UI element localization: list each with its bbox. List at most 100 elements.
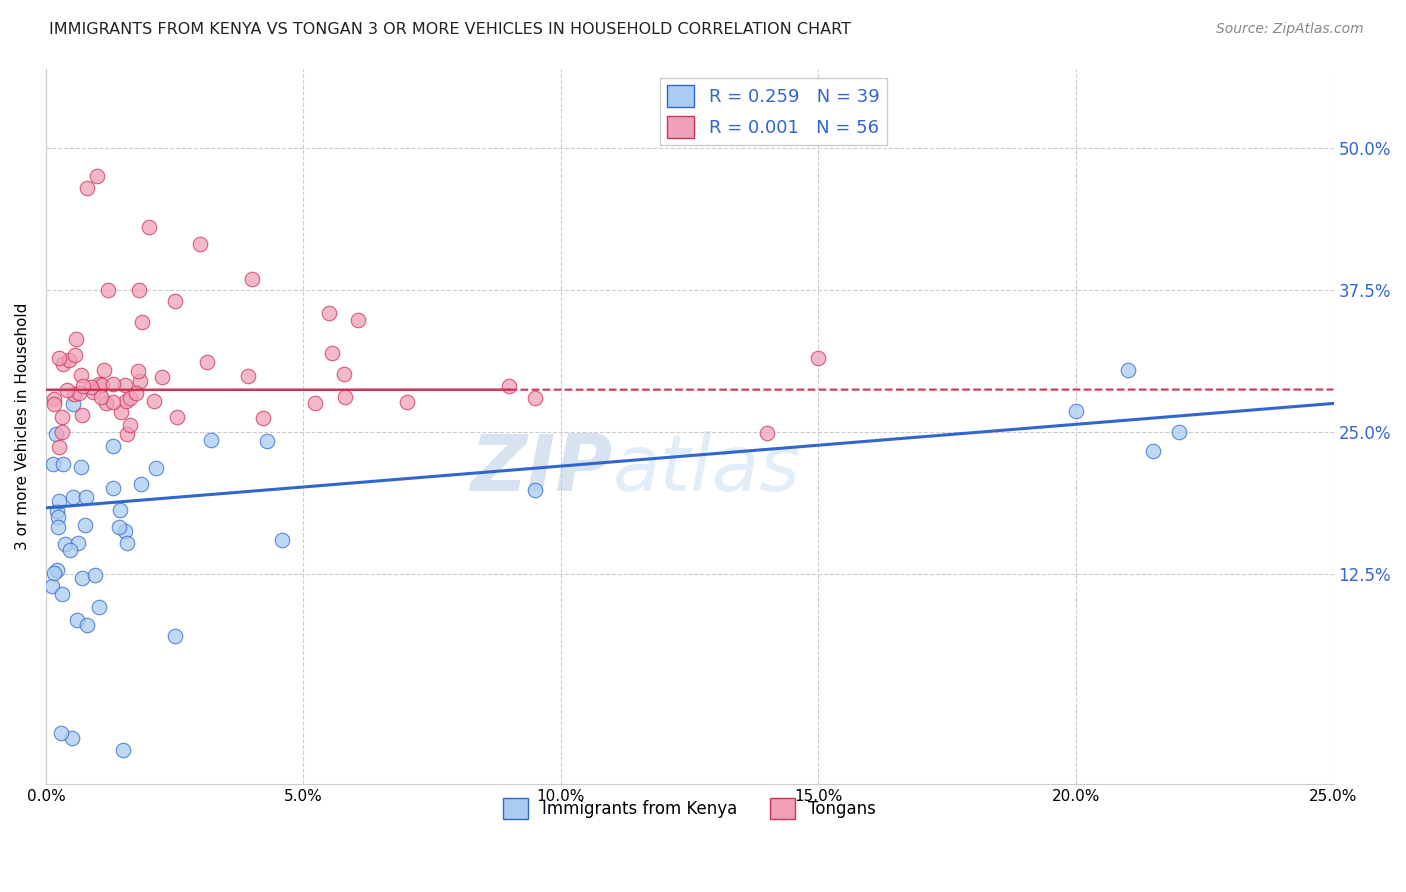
Point — [200, 433, 222, 447]
Point — [76, 180, 98, 194]
Point — [44, 566, 66, 581]
Point — [56, 384, 79, 398]
Point — [333, 368, 356, 382]
Point — [58, 352, 80, 367]
Point — [1064, 403, 1087, 417]
Point — [93, 362, 115, 376]
Point — [86, 169, 108, 184]
Point — [59, 543, 82, 558]
Point — [90, 390, 112, 404]
Legend: Immigrants from Kenya, Tongans: Immigrants from Kenya, Tongans — [496, 792, 883, 825]
Point — [48, 351, 70, 365]
Point — [115, 536, 138, 550]
Point — [1142, 443, 1164, 458]
Point — [190, 237, 212, 252]
Point — [163, 294, 186, 309]
Point — [524, 391, 547, 405]
Point — [118, 418, 141, 433]
Point — [108, 502, 131, 516]
Text: ZIP: ZIP — [470, 431, 613, 507]
Point — [91, 377, 114, 392]
Point — [53, 537, 76, 551]
Point — [114, 524, 136, 538]
Point — [195, 355, 218, 369]
Point — [42, 457, 65, 471]
Point — [112, 742, 135, 756]
Point — [89, 376, 111, 391]
Point — [70, 368, 93, 382]
Point — [66, 613, 89, 627]
Point — [60, 731, 83, 746]
Point — [66, 536, 89, 550]
Point — [75, 490, 97, 504]
Point — [240, 271, 263, 285]
Point — [120, 391, 142, 405]
Point — [125, 386, 148, 401]
Point — [321, 346, 343, 360]
Point — [108, 520, 131, 534]
Point — [51, 409, 73, 424]
Point — [114, 377, 136, 392]
Point — [62, 397, 84, 411]
Point — [114, 394, 136, 409]
Point — [62, 490, 84, 504]
Point — [76, 617, 98, 632]
Point — [252, 410, 274, 425]
Point — [82, 384, 104, 399]
Point — [110, 405, 132, 419]
Point — [97, 283, 120, 297]
Point — [1116, 363, 1139, 377]
Point — [396, 395, 419, 409]
Point — [69, 385, 91, 400]
Point — [48, 493, 70, 508]
Point — [42, 392, 65, 406]
Text: atlas: atlas — [613, 431, 800, 507]
Point — [163, 629, 186, 643]
Point — [94, 396, 117, 410]
Point — [46, 509, 69, 524]
Point — [101, 481, 124, 495]
Point — [72, 378, 94, 392]
Point — [166, 410, 188, 425]
Point — [524, 483, 547, 497]
Point — [75, 517, 97, 532]
Point — [52, 357, 75, 371]
Point — [65, 332, 87, 346]
Point — [44, 397, 66, 411]
Point — [1168, 425, 1191, 439]
Point — [62, 387, 84, 401]
Point — [256, 434, 278, 448]
Point — [45, 564, 67, 578]
Point — [51, 587, 73, 601]
Point — [127, 364, 149, 378]
Point — [150, 370, 173, 384]
Point — [115, 426, 138, 441]
Point — [129, 374, 152, 388]
Text: Source: ZipAtlas.com: Source: ZipAtlas.com — [1216, 22, 1364, 37]
Y-axis label: 3 or more Vehicles in Household: 3 or more Vehicles in Household — [15, 302, 30, 549]
Point — [101, 439, 124, 453]
Point — [84, 568, 107, 582]
Text: IMMIGRANTS FROM KENYA VS TONGAN 3 OR MORE VEHICLES IN HOUSEHOLD CORRELATION CHAR: IMMIGRANTS FROM KENYA VS TONGAN 3 OR MOR… — [49, 22, 851, 37]
Point — [807, 351, 830, 366]
Point — [52, 457, 75, 471]
Point — [145, 460, 167, 475]
Point — [80, 380, 103, 394]
Point — [101, 376, 124, 391]
Point — [89, 600, 111, 615]
Point — [51, 725, 73, 739]
Point — [51, 425, 73, 440]
Point — [103, 394, 125, 409]
Point — [131, 315, 153, 329]
Point — [70, 459, 93, 474]
Point — [236, 369, 259, 384]
Point — [45, 504, 67, 518]
Point — [498, 379, 520, 393]
Point — [333, 390, 356, 404]
Point — [41, 579, 63, 593]
Point — [756, 425, 779, 440]
Point — [138, 220, 160, 235]
Point — [347, 313, 370, 327]
Point — [143, 394, 166, 409]
Point — [46, 520, 69, 534]
